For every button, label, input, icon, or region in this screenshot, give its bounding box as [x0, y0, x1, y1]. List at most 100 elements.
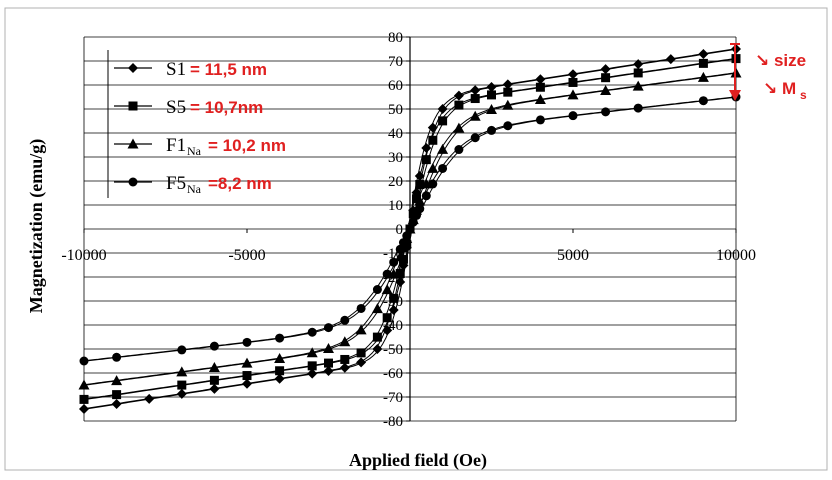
data-point — [389, 293, 399, 303]
y-tick-label: 70 — [388, 54, 403, 70]
data-point — [112, 390, 122, 400]
annotation-ms: ↘ M — [763, 79, 796, 98]
data-point — [394, 251, 406, 262]
data-point — [340, 315, 350, 325]
data-point — [412, 194, 422, 204]
data-point — [503, 121, 513, 131]
data-point — [568, 111, 578, 121]
data-point — [356, 357, 367, 368]
data-point — [372, 344, 383, 355]
data-point — [502, 99, 514, 110]
data-point — [665, 54, 676, 65]
data-point — [128, 101, 138, 111]
y-tick-label: 20 — [388, 174, 403, 190]
data-point — [438, 116, 448, 126]
annotation-arrow-head — [729, 90, 741, 101]
data-point — [428, 135, 438, 145]
legend-size-label: = 10,2 nm — [208, 136, 286, 155]
data-point — [698, 96, 708, 106]
data-point — [567, 89, 579, 100]
data-point — [698, 58, 708, 68]
data-point — [177, 345, 187, 355]
data-point — [307, 327, 317, 337]
data-point — [111, 398, 122, 409]
data-point — [242, 371, 252, 381]
data-point — [274, 352, 286, 363]
data-point — [414, 171, 425, 182]
data-point — [208, 362, 220, 373]
data-point — [388, 305, 399, 316]
y-tick-label: 30 — [388, 150, 403, 166]
data-point — [633, 103, 643, 113]
data-point — [469, 110, 481, 121]
data-point — [356, 348, 366, 358]
data-point — [698, 49, 709, 60]
y-tick-label: 40 — [388, 126, 403, 142]
data-point — [372, 285, 382, 295]
data-point — [535, 115, 545, 125]
y-tick-label: -50 — [383, 342, 403, 358]
data-point — [398, 238, 408, 248]
y-tick-label: -70 — [383, 390, 403, 406]
data-point — [324, 323, 333, 333]
data-point — [389, 257, 399, 267]
data-point — [487, 125, 496, 135]
data-point — [78, 379, 90, 390]
data-point — [601, 107, 611, 117]
data-point — [395, 244, 405, 254]
data-point — [470, 94, 480, 104]
data-point — [340, 354, 350, 364]
data-point — [177, 380, 187, 390]
y-tick-label: 50 — [388, 102, 403, 118]
x-axis-title: Applied field (Oe) — [349, 450, 487, 471]
data-point — [395, 268, 405, 278]
data-point — [307, 368, 318, 379]
annotation-size: ↘ size — [755, 51, 806, 70]
data-point — [324, 358, 333, 368]
legend-series-name: S1 — [166, 59, 186, 80]
data-point — [470, 133, 480, 143]
legend-size-label: =8,2 nm — [208, 174, 272, 193]
data-point — [601, 73, 611, 83]
y-tick-label: 10 — [388, 198, 403, 214]
data-point — [568, 77, 578, 87]
x-tick-label: -10000 — [61, 247, 106, 264]
annotation-ms-subscript: s — [800, 88, 807, 102]
legend-series-subscript: Na — [187, 182, 202, 196]
data-point — [79, 394, 89, 404]
data-point — [112, 352, 122, 362]
data-point — [470, 85, 481, 96]
y-axis-title: Magnetization (emu/g) — [26, 139, 47, 313]
data-point — [414, 195, 426, 206]
data-point — [437, 143, 449, 154]
data-point — [209, 375, 219, 385]
data-point — [502, 79, 513, 90]
data-point — [209, 383, 220, 394]
data-point — [437, 103, 448, 114]
y-tick-label: -80 — [383, 414, 403, 430]
data-point — [428, 179, 438, 189]
y-tick-label: 60 — [388, 78, 403, 94]
data-point — [438, 163, 448, 173]
data-point — [111, 375, 123, 386]
data-point — [395, 276, 406, 287]
legend-series-name: S5 — [166, 97, 186, 118]
x-tick-label: 10000 — [716, 247, 756, 264]
data-point — [487, 90, 496, 100]
data-point — [144, 393, 155, 404]
y-tick-label: -60 — [383, 366, 403, 382]
y-tick-label: 0 — [396, 222, 404, 238]
data-point — [632, 80, 644, 91]
legend-series-name: F5 — [166, 173, 186, 194]
x-tick-label: -5000 — [228, 247, 265, 264]
data-point — [453, 90, 464, 101]
data-point — [339, 336, 351, 347]
legend-series-name: F1 — [166, 135, 186, 156]
data-point — [453, 122, 465, 133]
data-point — [382, 313, 392, 323]
data-point — [339, 362, 350, 373]
data-point — [633, 68, 643, 78]
data-point — [79, 356, 89, 366]
data-point — [415, 204, 425, 214]
